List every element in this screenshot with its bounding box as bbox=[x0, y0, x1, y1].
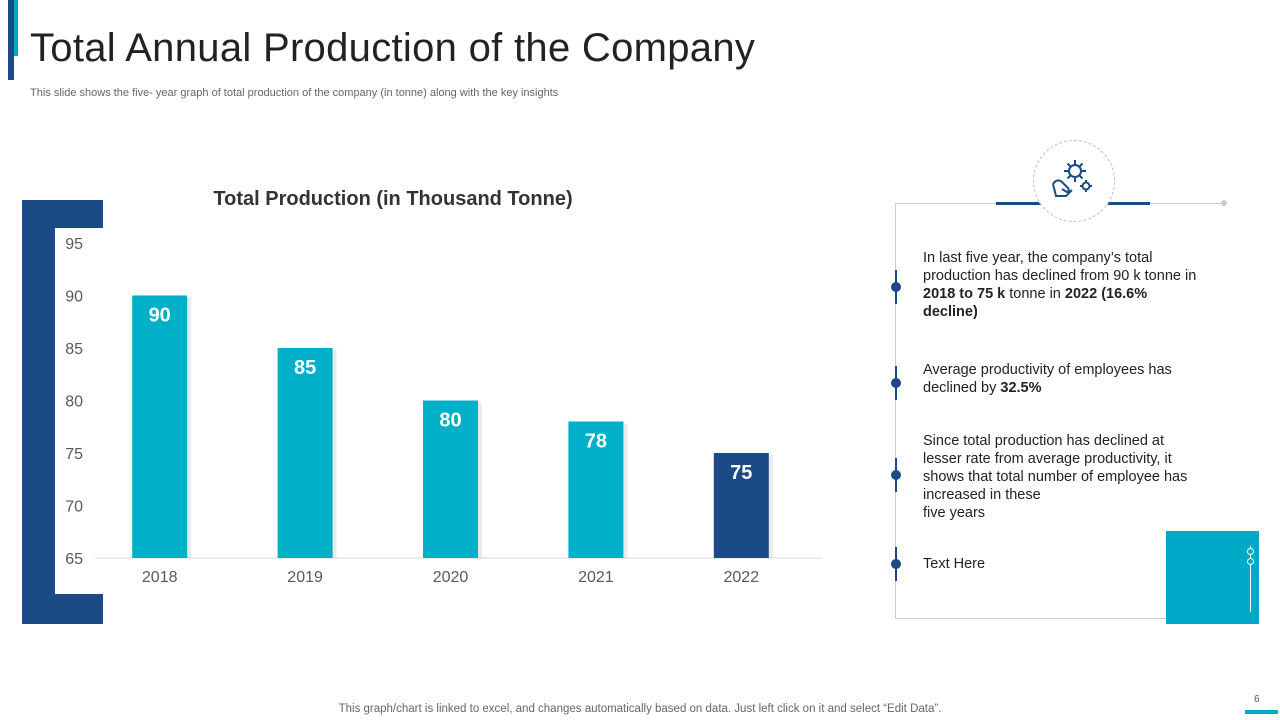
insight-item-2: Average productivity of employees has de… bbox=[923, 362, 1172, 396]
x-tick-label: 2019 bbox=[287, 569, 323, 586]
insight-item-4: Text Here bbox=[923, 556, 986, 572]
x-tick-label: 2021 bbox=[578, 569, 614, 586]
panel-corner-dot bbox=[1221, 200, 1227, 206]
bar-chart[interactable]: 65 70 75 80 85 90 95 90 2018 85 2019 80 2020 78 2021 75… bbox=[55, 225, 835, 595]
teal-decor-circle bbox=[1247, 558, 1254, 565]
bar[interactable] bbox=[713, 453, 769, 558]
x-tick-label: 2022 bbox=[724, 569, 760, 586]
bar[interactable] bbox=[277, 348, 333, 558]
x-tick-label: 2018 bbox=[142, 569, 178, 586]
icon-circle bbox=[1033, 140, 1115, 222]
page-subtitle: This slide shows the five- year graph of… bbox=[30, 87, 559, 99]
teal-decor-line bbox=[1250, 546, 1251, 612]
title-accent-bar bbox=[8, 0, 14, 80]
bar-data-label: 85 bbox=[294, 357, 316, 379]
teal-decor-box bbox=[1166, 531, 1259, 624]
insight-item-3: Since total production has declined at l… bbox=[923, 433, 1188, 521]
chart-bracket-inner bbox=[55, 228, 115, 594]
page-title: Total Annual Production of the Company bbox=[30, 26, 756, 70]
footer-note: This graph/chart is linked to excel, and… bbox=[338, 703, 942, 715]
y-tick-label: 85 bbox=[65, 341, 83, 358]
y-tick-label: 95 bbox=[65, 236, 83, 253]
y-tick-label: 65 bbox=[65, 551, 83, 568]
y-tick-label: 70 bbox=[65, 499, 83, 516]
bar-data-label: 80 bbox=[439, 410, 461, 432]
bar[interactable] bbox=[423, 400, 478, 559]
gear-hand-icon bbox=[1052, 160, 1092, 197]
y-tick-label: 90 bbox=[65, 289, 83, 306]
y-tick-label: 75 bbox=[65, 446, 83, 463]
page-number-bar bbox=[1245, 710, 1278, 714]
bar-data-label: 75 bbox=[730, 462, 752, 484]
y-tick-label: 80 bbox=[65, 394, 83, 411]
page-number: 6 bbox=[1254, 694, 1260, 705]
teal-decor-circle bbox=[1247, 548, 1254, 555]
bar-data-label: 78 bbox=[585, 431, 607, 453]
insight-item-1: In last five year, the company’s total p… bbox=[923, 250, 1197, 320]
bar[interactable] bbox=[568, 421, 624, 559]
bar-data-label: 90 bbox=[149, 305, 171, 327]
bar[interactable] bbox=[132, 295, 188, 559]
x-tick-label: 2020 bbox=[433, 569, 469, 586]
title-accent-bar-teal bbox=[14, 0, 18, 56]
chart-title: Total Production (in Thousand Tonne) bbox=[213, 188, 573, 210]
